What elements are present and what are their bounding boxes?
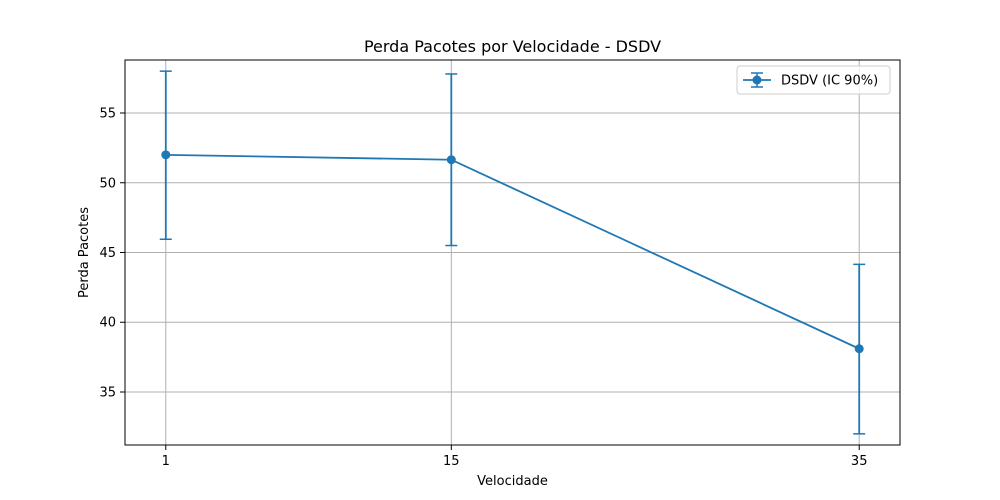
y-tick-label: 45	[99, 246, 116, 261]
data-point	[854, 344, 864, 354]
legend-marker	[752, 75, 762, 85]
chart-title: Perda Pacotes por Velocidade - DSDV	[364, 37, 661, 56]
grid	[125, 60, 900, 445]
y-axis-label: Perda Pacotes	[77, 207, 92, 298]
x-tick-label: 35	[851, 454, 868, 469]
x-tick-label: 15	[443, 454, 460, 469]
ticks: 1 15 35 35 40 45 50 55	[99, 107, 867, 469]
legend-entry-label: DSDV (IC 90%)	[781, 74, 878, 89]
legend-key	[743, 72, 771, 88]
y-tick-label: 40	[99, 316, 116, 331]
legend: DSDV (IC 90%)	[736, 65, 891, 95]
y-tick-label: 35	[99, 385, 116, 400]
x-axis-label: Velocidade	[477, 474, 548, 489]
series-layer	[159, 70, 866, 435]
y-tick-label: 50	[99, 176, 116, 191]
data-point	[446, 155, 456, 165]
legend-box	[736, 65, 891, 95]
data-point	[161, 150, 171, 160]
x-tick-label: 1	[162, 454, 170, 469]
y-tick-label: 55	[99, 107, 116, 122]
